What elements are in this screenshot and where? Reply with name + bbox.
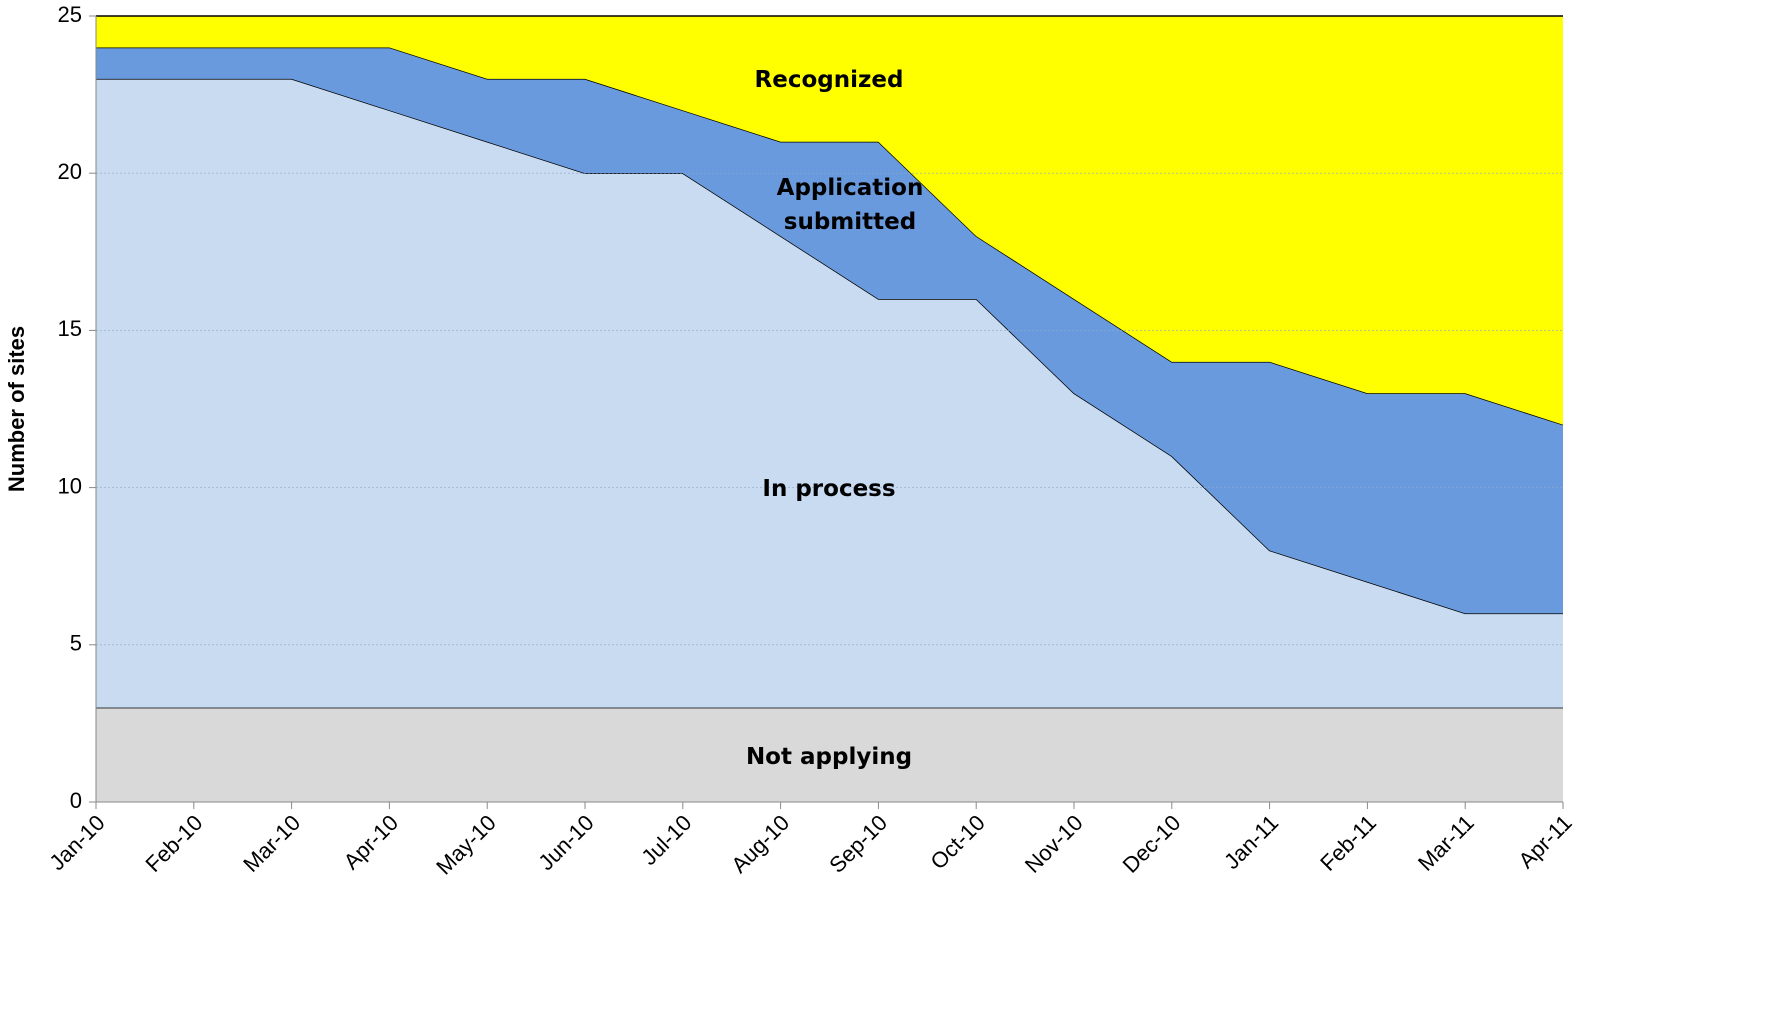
x-tick-label: Jan-10 xyxy=(44,810,109,875)
area xyxy=(96,78,1563,708)
series-label: Not applying xyxy=(745,744,913,770)
x-tick-label: Aug-10 xyxy=(726,810,794,878)
x-tick-label: May-10 xyxy=(431,810,501,880)
x-tick-label: Jun-10 xyxy=(533,810,598,875)
y-tick-label: 25 xyxy=(58,2,82,27)
y-tick-label: 0 xyxy=(70,788,82,813)
y-tick-label: 15 xyxy=(58,316,82,341)
area xyxy=(96,47,1563,614)
series-label: In process xyxy=(762,476,896,502)
y-tick-label: 20 xyxy=(58,159,82,184)
y-tick-label: 10 xyxy=(58,473,82,498)
x-tick-label: Sep-10 xyxy=(824,810,892,878)
x-tick-label: Oct-10 xyxy=(925,810,989,874)
x-tick-label: Mar-11 xyxy=(1413,810,1479,876)
x-tick-label: Feb-10 xyxy=(140,810,207,877)
y-axis-label: Number of sites xyxy=(4,326,29,492)
series-label: Recognized xyxy=(754,67,904,93)
x-tick-label: Jan-11 xyxy=(1219,810,1283,874)
area xyxy=(96,16,1563,425)
x-tick-label: Nov-10 xyxy=(1020,810,1088,878)
area xyxy=(96,707,1563,802)
x-tick-label: Apr-10 xyxy=(339,810,403,874)
x-tick-label: Apr-11 xyxy=(1513,810,1576,873)
x-tick-label: Feb-11 xyxy=(1315,810,1381,876)
series-label: Application submitted xyxy=(776,175,924,235)
x-tick-label: Mar-10 xyxy=(238,810,305,877)
x-tick-label: Dec-10 xyxy=(1118,810,1186,878)
y-tick-label: 5 xyxy=(70,631,82,656)
x-tick-label: Jul-10 xyxy=(636,810,696,870)
